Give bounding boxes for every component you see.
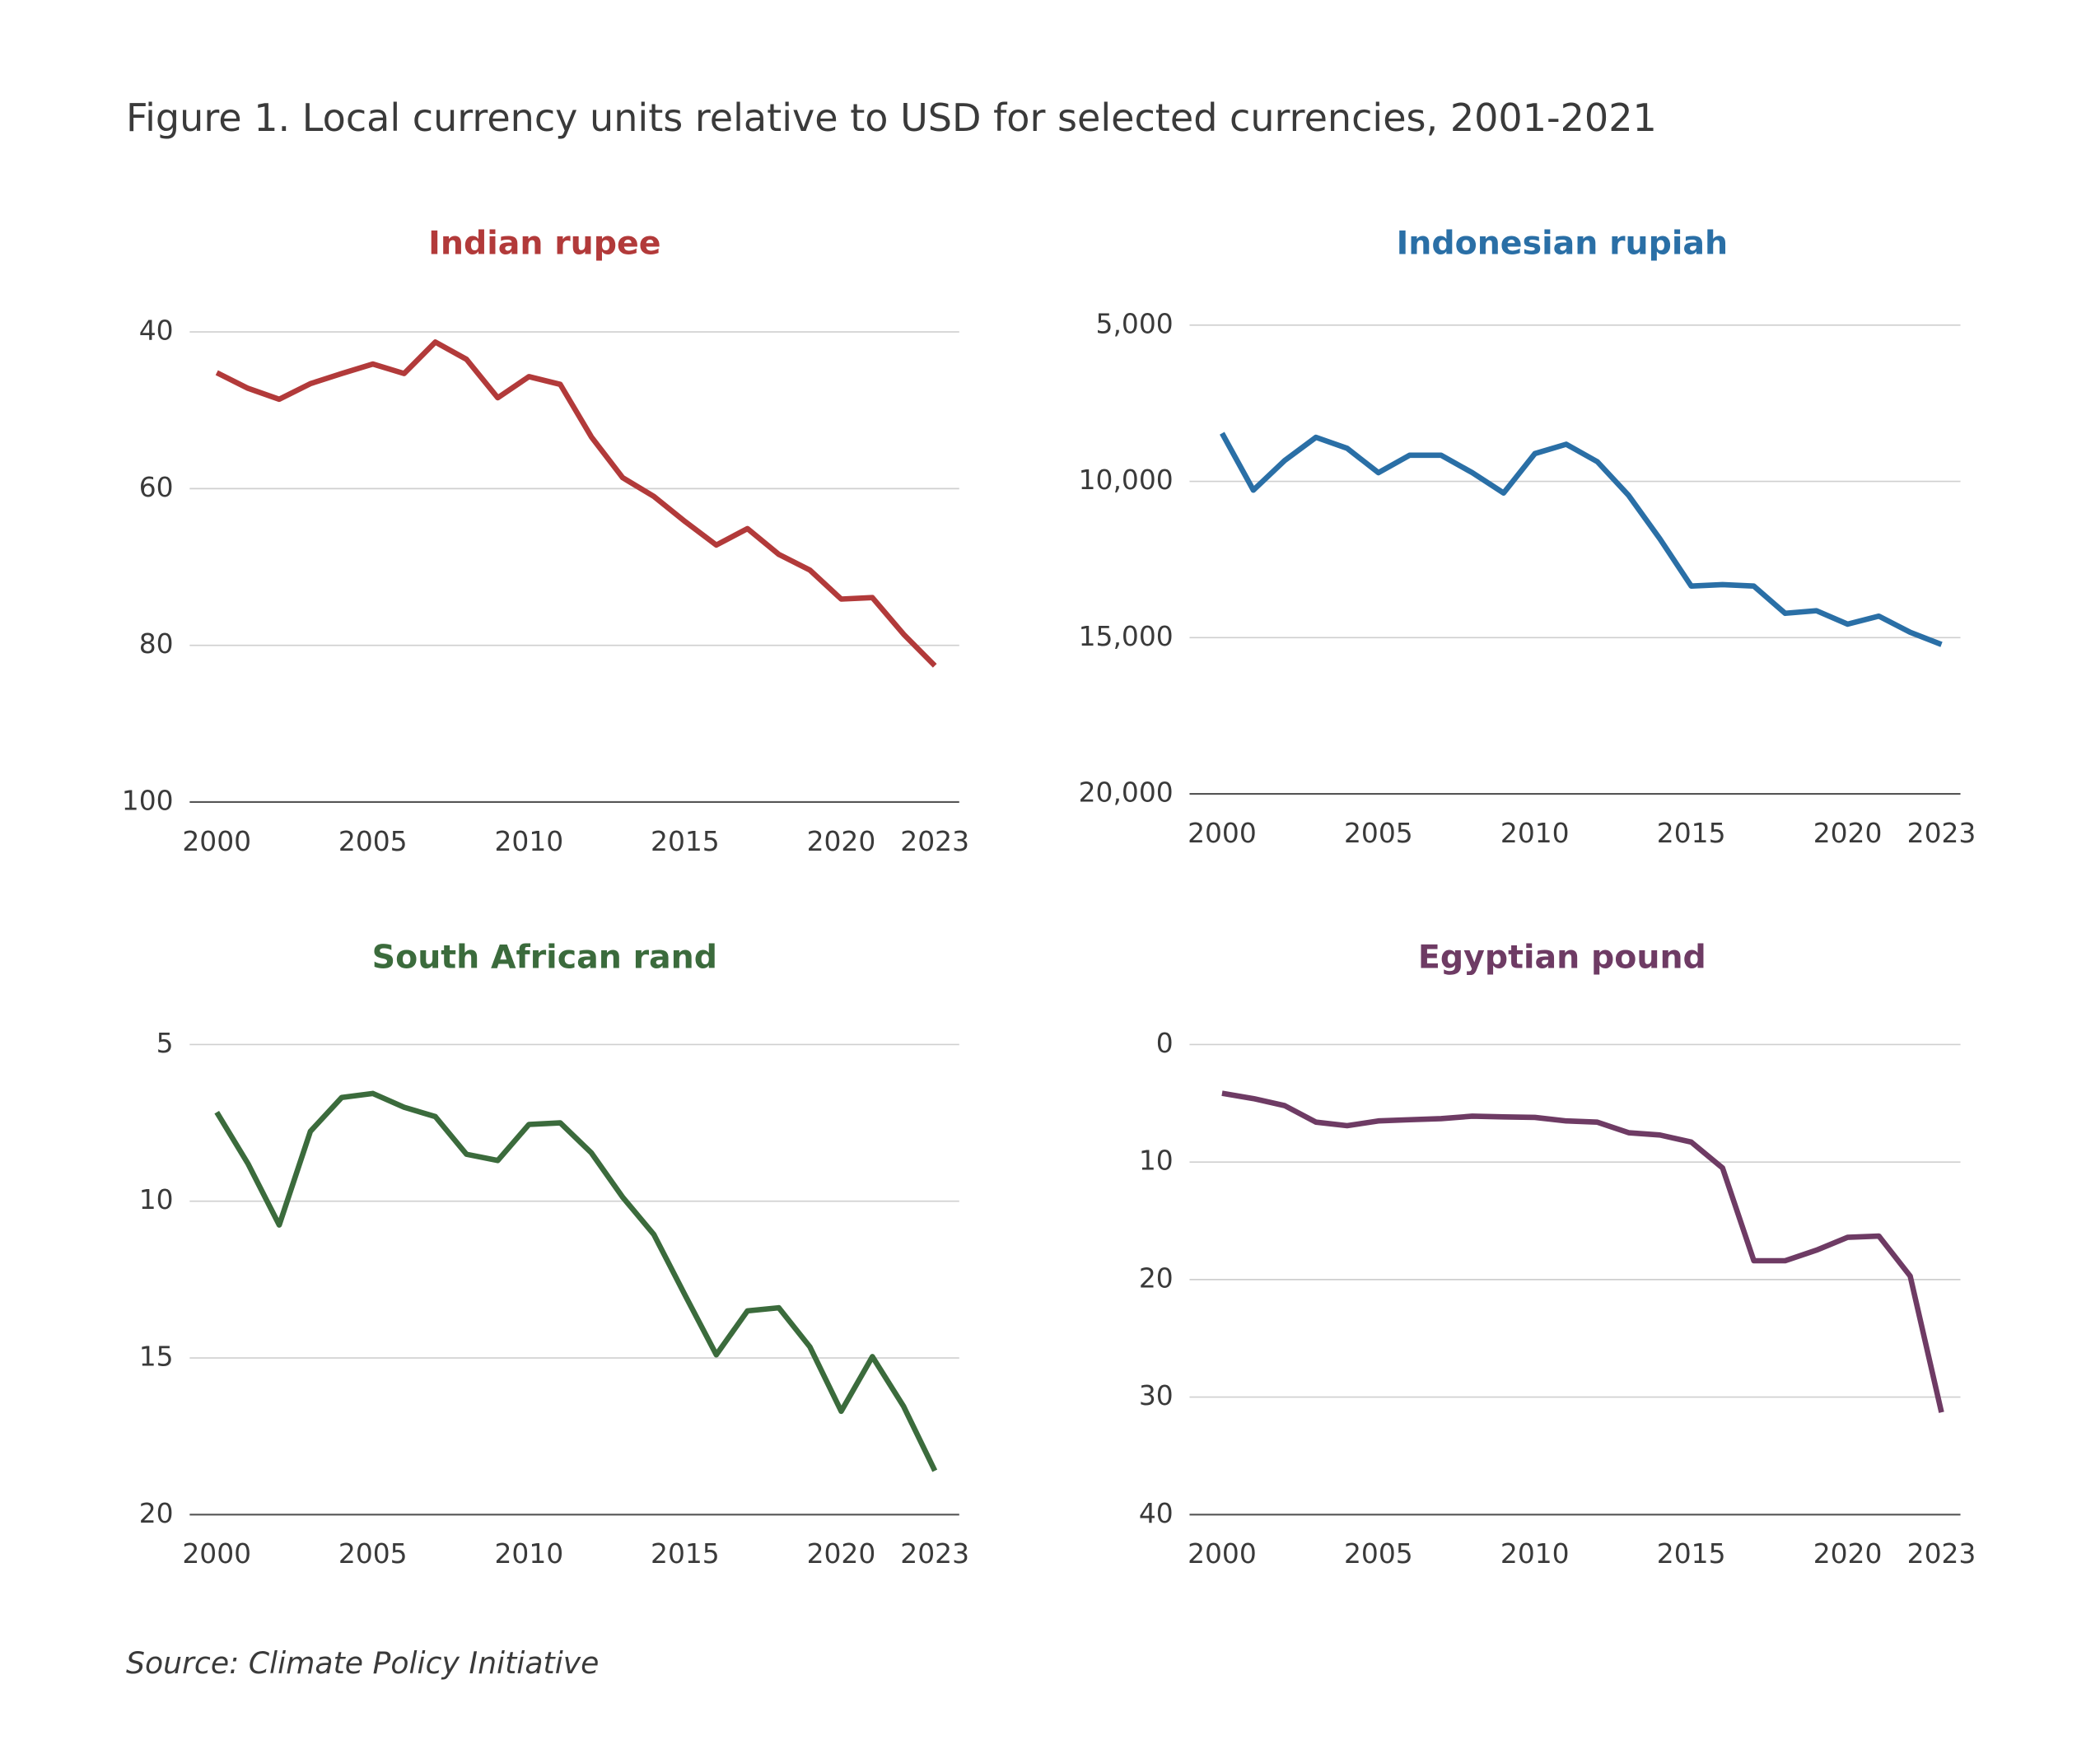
- x-tick-label: 2010: [1500, 1537, 1570, 1570]
- x-tick-label: 2015: [1657, 817, 1726, 849]
- panel-title: Egyptian pound: [1418, 938, 1706, 976]
- y-tick-label: 15,000: [1079, 620, 1174, 652]
- data-line: [214, 1090, 938, 1472]
- x-tick-label: 2015: [651, 1537, 720, 1570]
- y-tick-label: 10: [1139, 1145, 1174, 1177]
- x-tick-label: 2023: [900, 825, 969, 857]
- x-tick-label: 2005: [338, 825, 408, 857]
- x-tick-label: 2015: [1657, 1537, 1726, 1570]
- source-note: Source: Climate Policy Initiative: [126, 1645, 599, 1681]
- x-tick-label: 2000: [1188, 1537, 1257, 1570]
- y-tick-label: 15: [139, 1341, 174, 1373]
- y-tick-label: 80: [139, 627, 174, 660]
- x-tick-label: 2020: [807, 1537, 876, 1570]
- panel-title: Indian rupee: [428, 224, 660, 262]
- x-tick-label: 2005: [338, 1537, 408, 1570]
- y-tick-label: 0: [1156, 1027, 1174, 1059]
- x-tick-label: 2000: [1188, 817, 1257, 849]
- y-tick-label: 100: [122, 784, 174, 816]
- panel-title: Indonesian rupiah: [1397, 224, 1729, 262]
- x-tick-label: 2020: [1813, 817, 1883, 849]
- x-tick-label: 2005: [1344, 1537, 1413, 1570]
- x-tick-label: 2010: [494, 1537, 563, 1570]
- y-tick-label: 20,000: [1079, 777, 1174, 809]
- y-tick-label: 60: [139, 471, 174, 503]
- y-tick-label: 40: [1139, 1497, 1174, 1529]
- y-tick-label: 20: [139, 1497, 174, 1529]
- x-tick-label: 2020: [807, 825, 876, 857]
- y-tick-label: 20: [1139, 1262, 1174, 1294]
- y-tick-label: 10,000: [1079, 464, 1174, 496]
- y-tick-label: 30: [1139, 1379, 1174, 1411]
- x-tick-label: 2000: [182, 825, 251, 857]
- x-tick-label: 2023: [1907, 817, 1976, 849]
- data-line: [215, 339, 937, 668]
- x-tick-label: 2015: [651, 825, 720, 857]
- y-tick-label: 5: [156, 1027, 174, 1059]
- x-tick-label: 2000: [182, 1537, 251, 1570]
- x-tick-label: 2020: [1813, 1537, 1883, 1570]
- data-line: [1220, 432, 1943, 647]
- data-line: [1221, 1090, 1944, 1413]
- x-tick-label: 2005: [1344, 817, 1413, 849]
- x-tick-label: 2023: [1907, 1537, 1976, 1570]
- y-tick-label: 40: [139, 315, 174, 347]
- x-tick-label: 2023: [900, 1537, 969, 1570]
- panel-title: South African rand: [372, 938, 717, 976]
- x-tick-label: 2010: [494, 825, 563, 857]
- figure-title: Figure 1. Local currency units relative …: [126, 96, 1657, 140]
- x-tick-label: 2010: [1500, 817, 1570, 849]
- y-tick-label: 5,000: [1096, 307, 1174, 339]
- y-tick-label: 10: [139, 1183, 174, 1215]
